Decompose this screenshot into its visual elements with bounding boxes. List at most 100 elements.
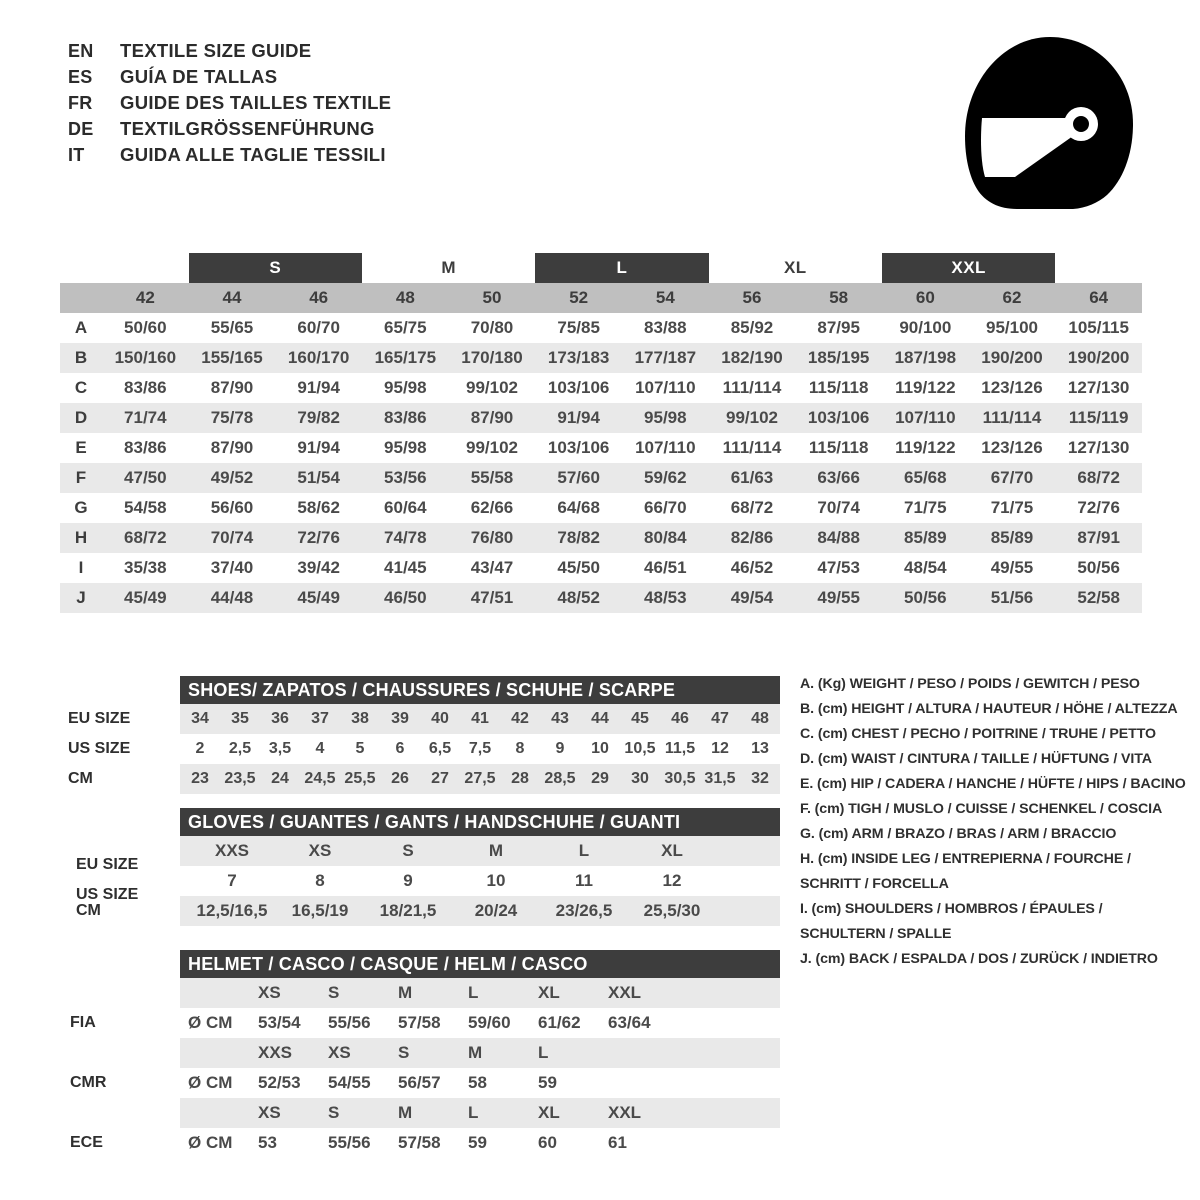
- shoes-cell: 48: [751, 710, 769, 727]
- shoes-cell: 29: [591, 770, 609, 787]
- helmet-cell: 52/53: [258, 1073, 301, 1092]
- measurement-row-label-c: C: [74, 378, 88, 397]
- legend-line: C. (cm) CHEST / PECHO / POITRINE / TRUHE…: [800, 726, 1156, 742]
- gloves-cell: 11: [575, 871, 593, 890]
- table-cell: 63/66: [817, 468, 860, 487]
- table-cell: 84/88: [817, 528, 860, 547]
- table-cell: 51/54: [297, 468, 340, 487]
- helmet-cell: 61: [608, 1133, 627, 1152]
- shoes-cell: 41: [471, 710, 489, 727]
- table-cell: 45/49: [124, 588, 167, 607]
- helmet-size-label: S: [398, 1043, 410, 1062]
- measurement-row-label-a: A: [74, 318, 88, 337]
- gloves-size-table: GLOVES / GUANTES / GANTS / HANDSCHUHE / …: [76, 808, 780, 926]
- helmet-size-row-fia: XS S M L XL XXL: [180, 978, 780, 1008]
- table-cell: 79/82: [297, 408, 340, 427]
- table-cell: 103/106: [547, 378, 610, 397]
- numeric-size-header-row: 42 44 46 48 50 52 54 56 58 60 62 64: [60, 283, 1142, 313]
- shoes-cell: 35: [231, 710, 249, 727]
- shoes-cell: 8: [515, 740, 525, 757]
- table-cell: 48/52: [557, 588, 600, 607]
- table-cell: 60/70: [297, 318, 340, 337]
- gloves-row-us-size: US SIZE 7 8 9 10 11 12: [76, 866, 780, 903]
- title-text: GUÍA DE TALLAS: [120, 66, 278, 87]
- shoes-cell: 28: [511, 770, 529, 787]
- table-cell: 99/102: [465, 378, 518, 397]
- table-cell: 56/60: [210, 498, 254, 517]
- helmet-size-label: L: [538, 1043, 549, 1062]
- table-cell: 45/50: [557, 558, 600, 577]
- table-cell: 70/80: [470, 318, 514, 337]
- shoes-cell: 32: [751, 770, 769, 787]
- shoes-cell: 34: [191, 710, 209, 727]
- size-band-l: L: [535, 253, 709, 283]
- table-cell: 99/102: [725, 408, 778, 427]
- shoes-cell: 2: [195, 740, 205, 757]
- gloves-cell: 25,5/30: [643, 901, 701, 920]
- table-cell: 87/95: [817, 318, 860, 337]
- table-cell: 85/92: [730, 318, 774, 337]
- table-cell: 85/89: [990, 528, 1034, 547]
- shoes-cell: 42: [511, 710, 529, 727]
- helmet-cell: 63/64: [608, 1013, 651, 1032]
- gloves-cell: XXS: [214, 841, 250, 860]
- helmet-value-row-cmr: CMR Ø CM 52/53 54/55 56/57 58 59: [70, 1068, 780, 1098]
- numeric-size-header-52: 52: [569, 288, 589, 307]
- legend-line: E. (cm) HIP / CADERA / HANCHE / HÜFTE / …: [800, 776, 1186, 792]
- table-cell: 55/65: [210, 318, 254, 337]
- table-cell: 182/190: [721, 348, 783, 367]
- table-row: D 71/74 75/78 79/82 83/86 87/90 91/94 95/98 99/1…: [60, 403, 1142, 433]
- helmet-cell: 59: [538, 1073, 557, 1092]
- helmet-size-label: S: [328, 983, 340, 1002]
- measurement-legend: A. (Kg) WEIGHT / PESO / POIDS / GEWITCH …: [800, 672, 1190, 972]
- table-cell: 111/114: [982, 408, 1042, 427]
- helmet-cell: 58: [468, 1073, 487, 1092]
- table-cell: 67/70: [990, 468, 1034, 487]
- helmet-unit-label: Ø CM: [188, 1013, 233, 1032]
- measurement-row-label-g: G: [74, 498, 88, 517]
- table-cell: 47/51: [470, 588, 514, 607]
- shoes-cell: 6: [395, 740, 405, 757]
- table-cell: 95/98: [384, 438, 427, 457]
- shoes-cell: 24: [271, 770, 289, 787]
- table-cell: 46/50: [384, 588, 427, 607]
- table-cell: 78/82: [557, 528, 600, 547]
- numeric-size-header-54: 54: [655, 288, 675, 307]
- title-text: GUIDA ALLE TAGLIE TESSILI: [120, 144, 386, 165]
- helmet-value-row-fia: FIA Ø CM 53/54 55/56 57/58 59/60 61/62 63/64: [70, 1008, 780, 1038]
- size-band-xxl: XXL: [882, 253, 1056, 283]
- size-band-xl: XL: [783, 258, 807, 277]
- table-cell: 54/58: [124, 498, 167, 517]
- table-cell: 119/122: [895, 438, 956, 457]
- helmet-unit-label: Ø CM: [188, 1073, 233, 1092]
- gloves-cell: 8: [315, 871, 325, 890]
- table-cell: 66/70: [644, 498, 687, 517]
- numeric-size-header-60: 60: [915, 288, 935, 307]
- table-cell: 50/56: [1077, 558, 1120, 577]
- gloves-cell: 7: [227, 871, 237, 890]
- measurement-row-label-f: F: [75, 468, 87, 487]
- table-cell: 39/42: [297, 558, 340, 577]
- legend-line: A. (Kg) WEIGHT / PESO / POIDS / GEWITCH …: [800, 676, 1140, 692]
- legend-line: F. (cm) TIGH / MUSLO / CUISSE / SCHENKEL…: [800, 801, 1163, 817]
- shoes-row-label: EU SIZE: [68, 710, 131, 727]
- title-language-code: EN: [68, 41, 94, 61]
- helmet-size-label: XXS: [258, 1043, 293, 1062]
- numeric-size-header-50: 50: [482, 288, 502, 307]
- helmet-cell: 53/54: [258, 1013, 301, 1032]
- legend-line: SCHULTERN / SPALLE: [800, 926, 952, 942]
- helmet-size-row-cmr: XXS XS S M L: [180, 1038, 780, 1068]
- table-row: C 83/86 87/90 91/94 95/98 99/102 103/106 107/11…: [60, 373, 1142, 403]
- table-cell: 111/114: [722, 438, 782, 457]
- table-cell: 115/118: [808, 438, 869, 457]
- shoes-cell: 9: [555, 740, 565, 757]
- helmet-size-table: HELMET / CASCO / CASQUE / HELM / CASCO X…: [70, 950, 780, 1158]
- numeric-size-header-42: 42: [135, 288, 155, 307]
- shoes-cell: 7,5: [468, 740, 492, 757]
- table-row: J 45/49 44/48 45/49 46/50 47/51 48/52 48/53 49/5…: [60, 583, 1142, 613]
- table-cell: 50/56: [904, 588, 947, 607]
- table-cell: 82/86: [730, 528, 774, 547]
- helmet-cell: 54/55: [328, 1073, 371, 1092]
- table-cell: 111/114: [722, 378, 782, 397]
- helmet-cell: 55/56: [328, 1133, 371, 1152]
